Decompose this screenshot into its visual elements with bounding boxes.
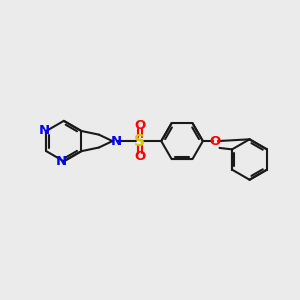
Text: O: O (210, 135, 221, 148)
Text: N: N (111, 135, 122, 148)
Text: O: O (134, 119, 146, 132)
Text: N: N (56, 155, 67, 168)
Text: S: S (134, 134, 145, 148)
Text: O: O (134, 150, 146, 163)
Text: N: N (39, 124, 50, 137)
